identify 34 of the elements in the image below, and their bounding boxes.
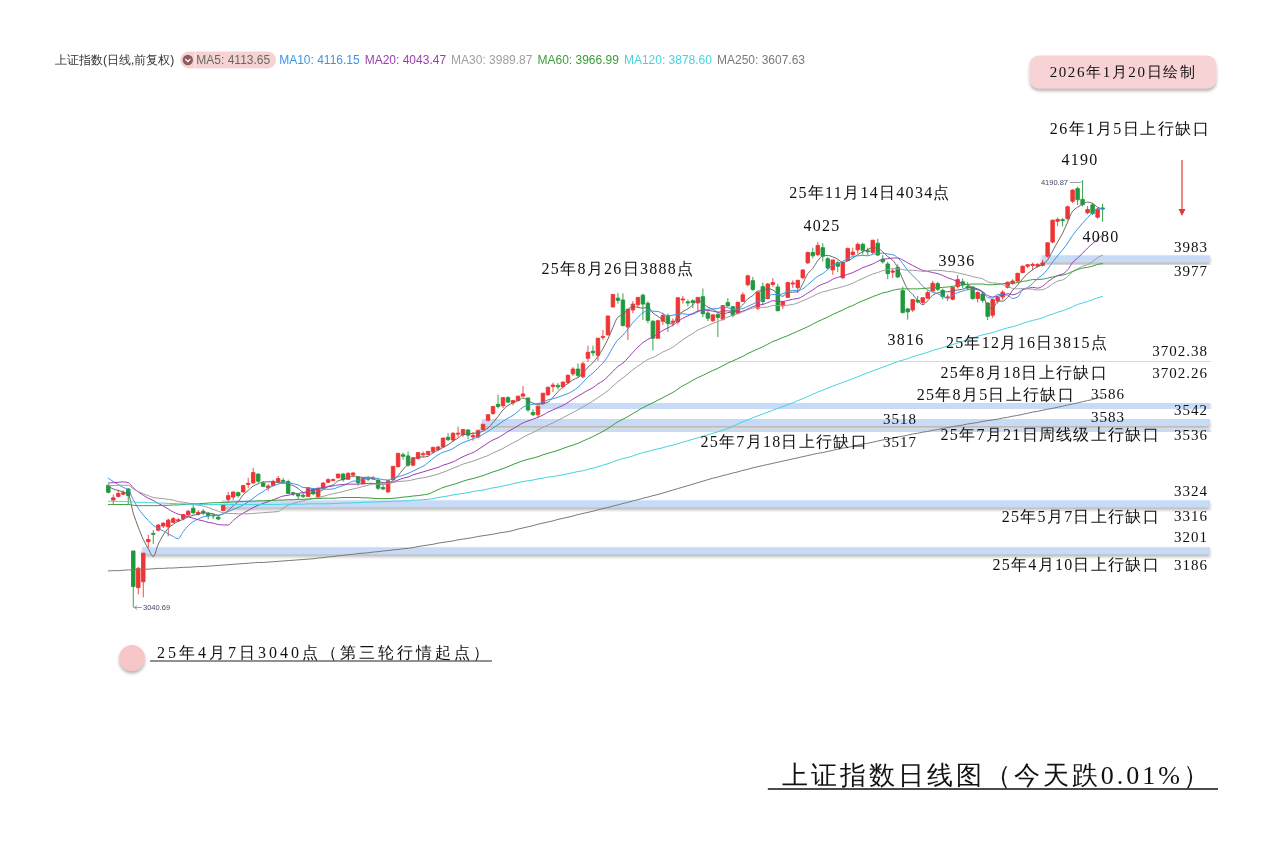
text: 26年1月5日上行缺口 [1049, 119, 1211, 137]
annotation: 3324 [1174, 483, 1208, 500]
annotation: 3186 [1174, 556, 1208, 573]
annotation: 3583 [1091, 409, 1125, 426]
annotation: 25年8月18日上行缺口 [940, 364, 1108, 382]
legend-title: 上证指数(日线,前复权) [55, 53, 175, 67]
text: 25年4月7日3040点（第三轮行情起点） [157, 643, 492, 661]
annotation: 3316 [1174, 508, 1208, 525]
annotation: 25年7月18日上行缺口 [700, 433, 868, 451]
annotation: 25年8月5日上行缺口 [916, 385, 1075, 403]
annotation: 4025 [803, 216, 841, 234]
annotation: 25年4月10日上行缺口 [992, 556, 1160, 574]
annotation: 3518 [883, 411, 917, 428]
annotation: 3702.26 [1152, 364, 1208, 381]
annotation: 25年12月16日3815点 [945, 333, 1109, 351]
annotation: 3586 [1091, 386, 1125, 403]
annotation: 3983 [1174, 238, 1208, 255]
annotation: 3542 [1174, 402, 1208, 419]
annotation: 3977 [1174, 262, 1208, 279]
annotation: 4190 [1061, 151, 1099, 169]
annotation: 25年5月7日上行缺口 [1001, 507, 1160, 525]
annotation: 25年8月26日3888点 [541, 260, 695, 278]
annotation: 3816 [887, 331, 925, 349]
title: 上证指数日线图（今天跌0.01%） [767, 760, 1219, 790]
annotation: 25年7月21日周线级上行缺口 [940, 426, 1160, 444]
annotation: 3517 [883, 433, 917, 450]
annotation: 3702.38 [1152, 342, 1208, 359]
text: 2026年1月20日绘制 [1049, 64, 1197, 80]
annotation: 3936 [938, 251, 976, 269]
annotation: 25年11月14日4034点 [789, 184, 951, 202]
annotation: 3536 [1174, 426, 1208, 443]
annotation: 3201 [1174, 528, 1208, 545]
annotation: 4080 [1082, 228, 1120, 246]
legend: MA5: 4113.65 MA10: 4116.15 MA20: 4043.47 MA30: 3989.87 MA60: 3966.99 MA120: 3878.60 MA250: 3607.63 [195, 51, 806, 69]
